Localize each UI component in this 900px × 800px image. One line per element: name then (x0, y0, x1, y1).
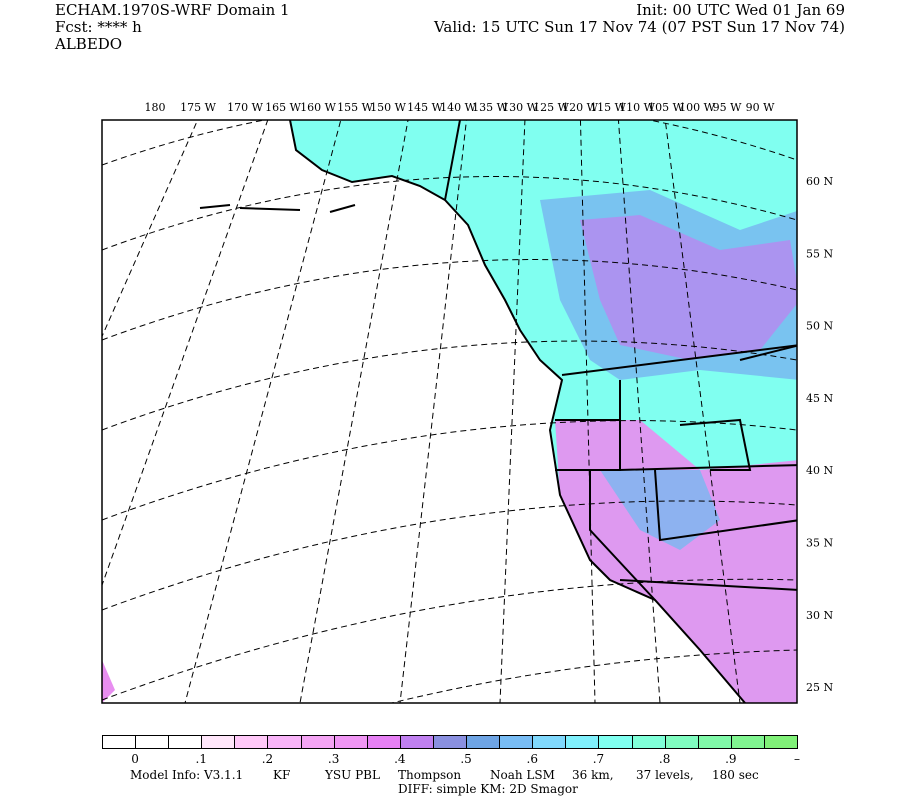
plot-title: ECHAM.1970S-WRF Domain 1 (55, 1, 290, 19)
colorbar-box (763, 735, 798, 749)
longitude-label: 115 W (590, 101, 626, 114)
longitude-label: 150 W (370, 101, 406, 114)
colorbar-box (730, 735, 765, 749)
colorbar-box (432, 735, 468, 749)
latitude-label: 50 N (806, 320, 833, 333)
colorbar-label: .5 (460, 752, 472, 766)
longitude-label: 125 W (533, 101, 569, 114)
colorbar-box (168, 735, 203, 749)
land-purple (580, 215, 797, 360)
latitude-label: 35 N (806, 537, 833, 550)
longitude-label: 130 W (502, 101, 538, 114)
longitude-label: 180 (145, 101, 166, 114)
colorbar-box (466, 735, 501, 749)
latitude-label: 25 N (806, 681, 833, 694)
longitude-label: 170 W (227, 101, 263, 114)
colorbar-box (631, 735, 666, 749)
colorbar-box (267, 735, 302, 749)
latitude-label: 55 N (806, 247, 833, 260)
colorbar-label: .9 (725, 752, 737, 766)
colorbar-label: .3 (327, 752, 340, 766)
colorbar-label: – (794, 752, 800, 766)
longitude-label: 155 W (337, 101, 373, 114)
latitude-label: 45 N (806, 392, 833, 405)
latitude-label: 30 N (806, 609, 833, 622)
colorbar-label: .2 (261, 752, 274, 766)
longitude-label: 160 W (300, 101, 336, 114)
latitude-label: 40 N (806, 464, 833, 477)
footer-microphysics: Thompson (398, 768, 462, 782)
colorbar-box (201, 735, 236, 749)
longitude-label: 120 W (562, 101, 598, 114)
footer-levels: 37 levels, (636, 768, 694, 782)
colorbar-box (333, 735, 368, 749)
colorbar-label: 0 (131, 752, 139, 766)
colorbar-box (697, 735, 732, 749)
longitude-label: 145 W (407, 101, 443, 114)
colorbar-box (598, 735, 633, 749)
footer-timestep: 180 sec (712, 768, 759, 782)
longitude-label: 165 W (265, 101, 301, 114)
longitude-label: 95 W (713, 101, 742, 114)
footer-resolution: 36 km, (572, 768, 614, 782)
footer-lsm: Noah LSM (490, 768, 555, 782)
colorbar-label: .1 (195, 752, 208, 766)
field-name: ALBEDO (55, 35, 123, 53)
longitude-label: 140 W (440, 101, 476, 114)
colorbar-box (664, 735, 699, 749)
colorbar-box (399, 735, 434, 749)
colorbar-label: .8 (658, 752, 671, 766)
colorbar-box (300, 735, 335, 749)
colorbar-box (565, 735, 600, 749)
longitude-label: 100 W (679, 101, 715, 114)
map-frame (101, 119, 798, 704)
colorbar-label: .6 (526, 752, 538, 766)
colorbar-box (532, 735, 567, 749)
longitude-label: 90 W (746, 101, 775, 114)
longitude-label: 135 W (472, 101, 508, 114)
colorbar-box (234, 735, 269, 749)
colorbar-label: .4 (394, 752, 406, 766)
colorbar-box (102, 735, 137, 749)
longitude-label: 175 W (180, 101, 216, 114)
latitude-label: 60 N (806, 175, 833, 188)
colorbar-box (366, 735, 401, 749)
forecast-hour: Fcst: **** h (55, 18, 142, 36)
longitude-label: 110 W (619, 101, 655, 114)
footer-model-info: Model Info: V3.1.1 (130, 768, 244, 782)
longitude-label: 105 W (648, 101, 684, 114)
alaska-west (102, 660, 115, 703)
footer-pbl: YSU PBL (325, 768, 380, 782)
footer-cumulus: KF (273, 768, 291, 782)
init-time: Init: 00 UTC Wed 01 Jan 69 (636, 1, 845, 19)
valid-time: Valid: 15 UTC Sun 17 Nov 74 (07 PST Sun … (433, 18, 845, 36)
colorbar-box (499, 735, 534, 749)
footer-diffusion: DIFF: simple KM: 2D Smagor (398, 782, 578, 796)
borders (199, 120, 797, 703)
colorbar-box (135, 735, 170, 749)
land-blue-south (600, 470, 720, 550)
colorbar-label: .7 (592, 752, 605, 766)
